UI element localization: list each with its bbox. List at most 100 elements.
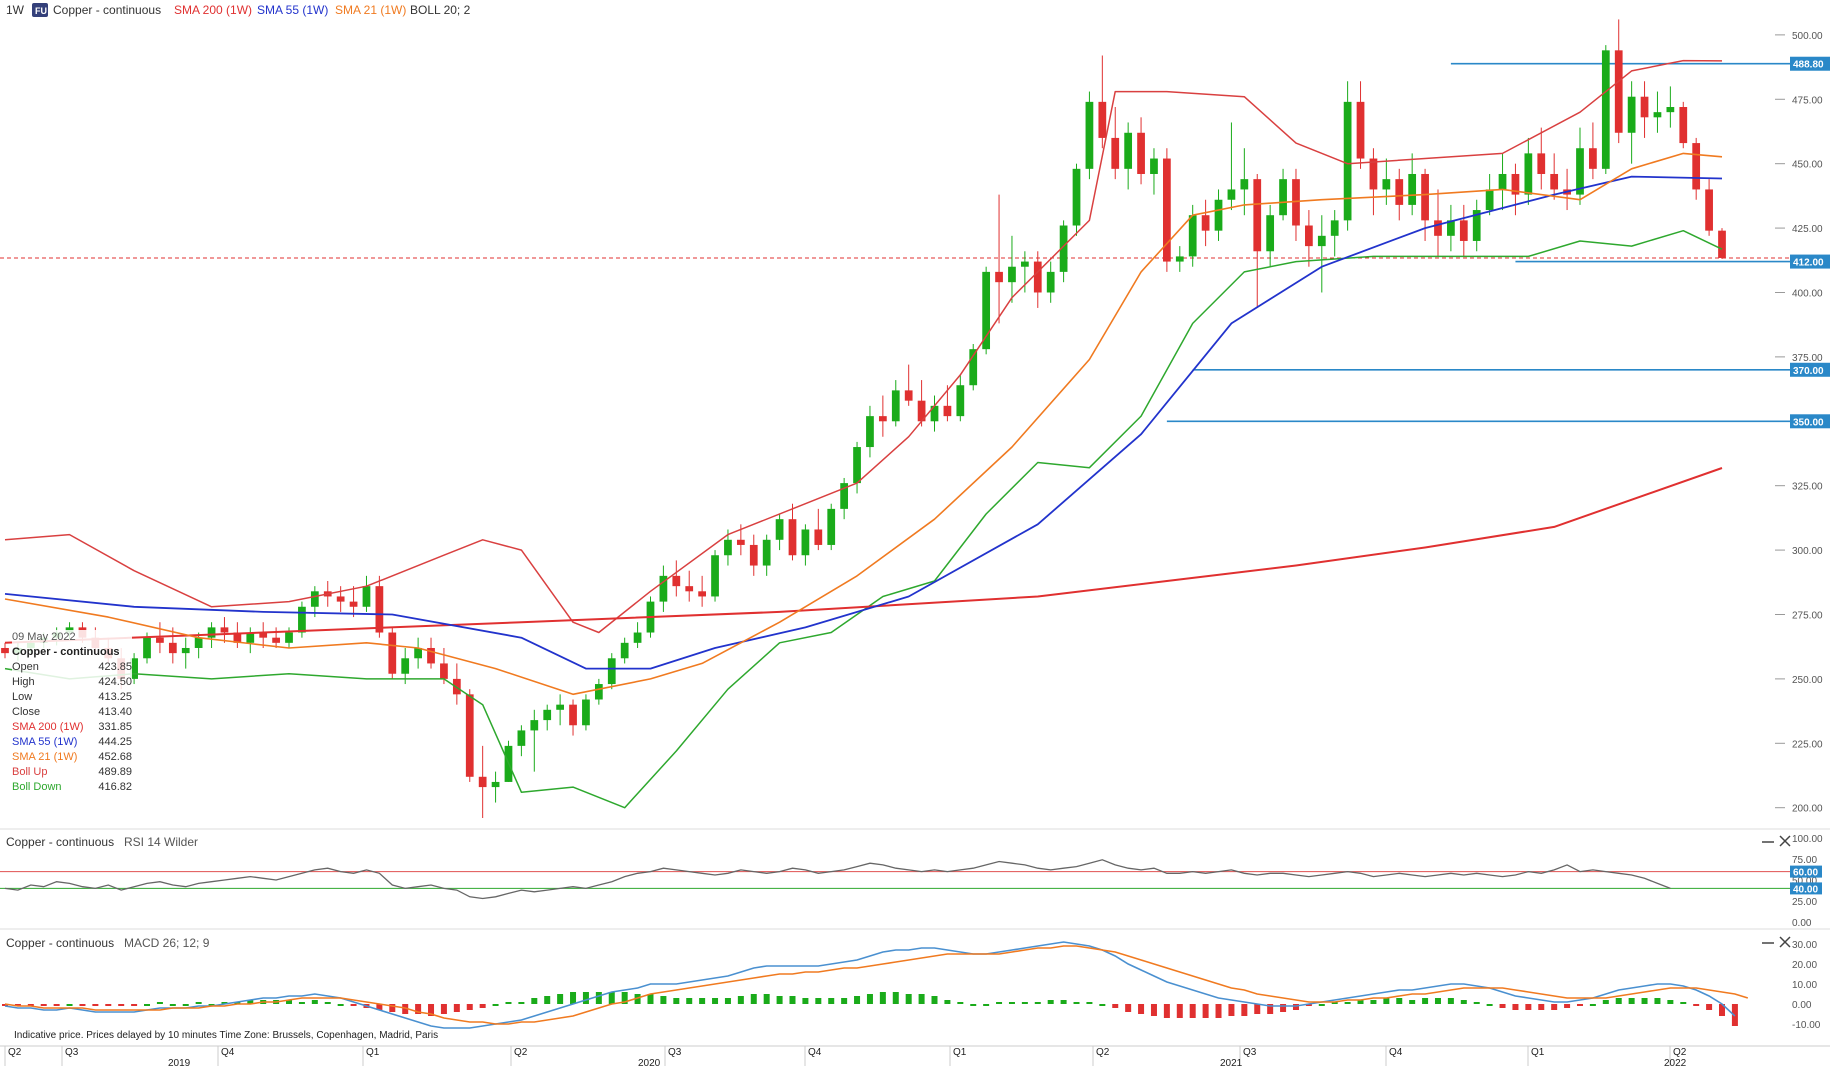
candle-body[interactable] [465, 694, 474, 777]
boll-up-line[interactable] [4, 59, 1723, 634]
candle-body[interactable] [1020, 261, 1029, 267]
candle-body[interactable] [1356, 101, 1365, 159]
legend-sma21[interactable]: SMA 21 (1W) [335, 3, 406, 17]
candle-body[interactable] [685, 586, 694, 592]
candle-body[interactable] [181, 647, 190, 654]
candle-body[interactable] [220, 627, 229, 633]
candle-body[interactable] [65, 627, 74, 633]
candle-body[interactable] [698, 591, 707, 597]
signal-line[interactable] [4, 945, 1749, 1025]
candle-body[interactable] [362, 586, 371, 607]
candle-body[interactable] [1059, 225, 1068, 272]
candle-body[interactable] [1511, 173, 1520, 195]
candle-body[interactable] [1395, 179, 1404, 205]
candle-body[interactable] [840, 483, 849, 509]
candle-body[interactable] [1705, 189, 1713, 231]
candle-body[interactable] [956, 385, 965, 417]
candle-body[interactable] [156, 637, 164, 643]
rsi-panel[interactable]: Copper - continuous RSI 14 Wilder 100.00… [0, 834, 1823, 929]
candle-body[interactable] [866, 416, 874, 448]
candle-body[interactable] [930, 405, 939, 422]
time-axis[interactable]: Q2 Q3 Q4 Q1 Q2 Q3 Q4 Q1 Q2 Q3 Q4 Q1 Q2 2019 2020 2021 20… [0, 1045, 1830, 1068]
candle-body[interactable] [143, 637, 151, 659]
candle-body[interactable] [620, 642, 629, 659]
candle-body[interactable] [168, 642, 177, 654]
candle-body[interactable] [1653, 112, 1662, 118]
candle-body[interactable] [530, 720, 539, 731]
candle-body[interactable] [1601, 50, 1610, 169]
candle-body[interactable] [543, 709, 552, 721]
candle-body[interactable] [607, 658, 616, 685]
interval-label[interactable]: 1W [6, 3, 25, 17]
candle-body[interactable] [336, 596, 345, 602]
candle-body[interactable] [1, 647, 9, 654]
candle-body[interactable] [1679, 107, 1688, 144]
candle-body[interactable] [711, 555, 719, 597]
candle-body[interactable] [1163, 158, 1171, 262]
candle-body[interactable] [1524, 153, 1533, 195]
candle-body[interactable] [259, 632, 268, 638]
candle-body[interactable] [853, 447, 861, 484]
sma55-line[interactable] [4, 175, 1723, 670]
candle-body[interactable] [788, 519, 797, 556]
candle-body[interactable] [594, 684, 603, 700]
sma21-line[interactable] [4, 152, 1723, 696]
candle-body[interactable] [285, 632, 293, 643]
candle-body[interactable] [1175, 256, 1184, 262]
candle-body[interactable] [130, 658, 138, 679]
candle-body[interactable] [736, 539, 745, 545]
candle-body[interactable] [1188, 215, 1197, 257]
legend-sma55[interactable]: SMA 55 (1W) [257, 3, 328, 17]
macd-close-icon[interactable] [1779, 936, 1791, 948]
candle-body[interactable] [1150, 158, 1158, 174]
candle-body[interactable] [1072, 168, 1081, 226]
candle-body[interactable] [310, 591, 319, 607]
sma200-line[interactable] [4, 467, 1723, 644]
price-panel[interactable]: 500.00 475.00 450.00 425.00 400.00 375.00 350.… [0, 19, 1830, 818]
candle-body[interactable] [1008, 266, 1016, 283]
candle-body[interactable] [1718, 230, 1726, 258]
candle-body[interactable] [1627, 96, 1636, 133]
candle-body[interactable] [775, 519, 784, 540]
candle-body[interactable] [1498, 173, 1507, 190]
candle-body[interactable] [1279, 179, 1287, 216]
candle-body[interactable] [1085, 101, 1094, 169]
candle-body[interactable] [995, 271, 1003, 283]
candle-body[interactable] [582, 699, 590, 726]
candle-body[interactable] [233, 632, 242, 643]
candle-body[interactable] [1137, 132, 1145, 174]
candle-body[interactable] [1421, 173, 1429, 221]
candle-body[interactable] [659, 575, 668, 602]
candle-body[interactable] [762, 539, 771, 566]
candle-body[interactable] [943, 405, 952, 417]
candle-body[interactable] [1111, 137, 1120, 169]
candle-body[interactable] [1033, 261, 1042, 293]
candle-body[interactable] [414, 647, 422, 659]
candle-body[interactable] [1408, 173, 1417, 205]
candle-body[interactable] [1266, 215, 1275, 252]
candle-body[interactable] [878, 416, 887, 422]
candle-body[interactable] [827, 508, 836, 545]
candle-body[interactable] [1253, 179, 1262, 252]
candle-body[interactable] [1485, 189, 1494, 211]
candle-body[interactable] [982, 271, 991, 350]
candle-body[interactable] [1614, 50, 1623, 133]
candle-body[interactable] [1576, 148, 1584, 195]
candle-body[interactable] [1447, 220, 1455, 236]
candle-body[interactable] [427, 647, 435, 664]
candle-body[interactable] [672, 575, 681, 587]
candle-body[interactable] [375, 586, 384, 633]
candle-body[interactable] [401, 658, 410, 674]
candle-body[interactable] [194, 637, 203, 648]
candle-body[interactable] [349, 601, 358, 607]
candle-body[interactable] [1537, 153, 1546, 174]
candle-body[interactable] [569, 704, 577, 726]
candle-body[interactable] [1201, 215, 1210, 231]
candle-body[interactable] [1098, 101, 1107, 138]
candle-body[interactable] [1317, 235, 1326, 247]
candle-body[interactable] [517, 730, 526, 746]
candle-body[interactable] [1692, 143, 1701, 190]
candle-body[interactable] [904, 390, 913, 401]
candle-body[interactable] [633, 632, 642, 643]
candle-body[interactable] [1666, 107, 1675, 113]
